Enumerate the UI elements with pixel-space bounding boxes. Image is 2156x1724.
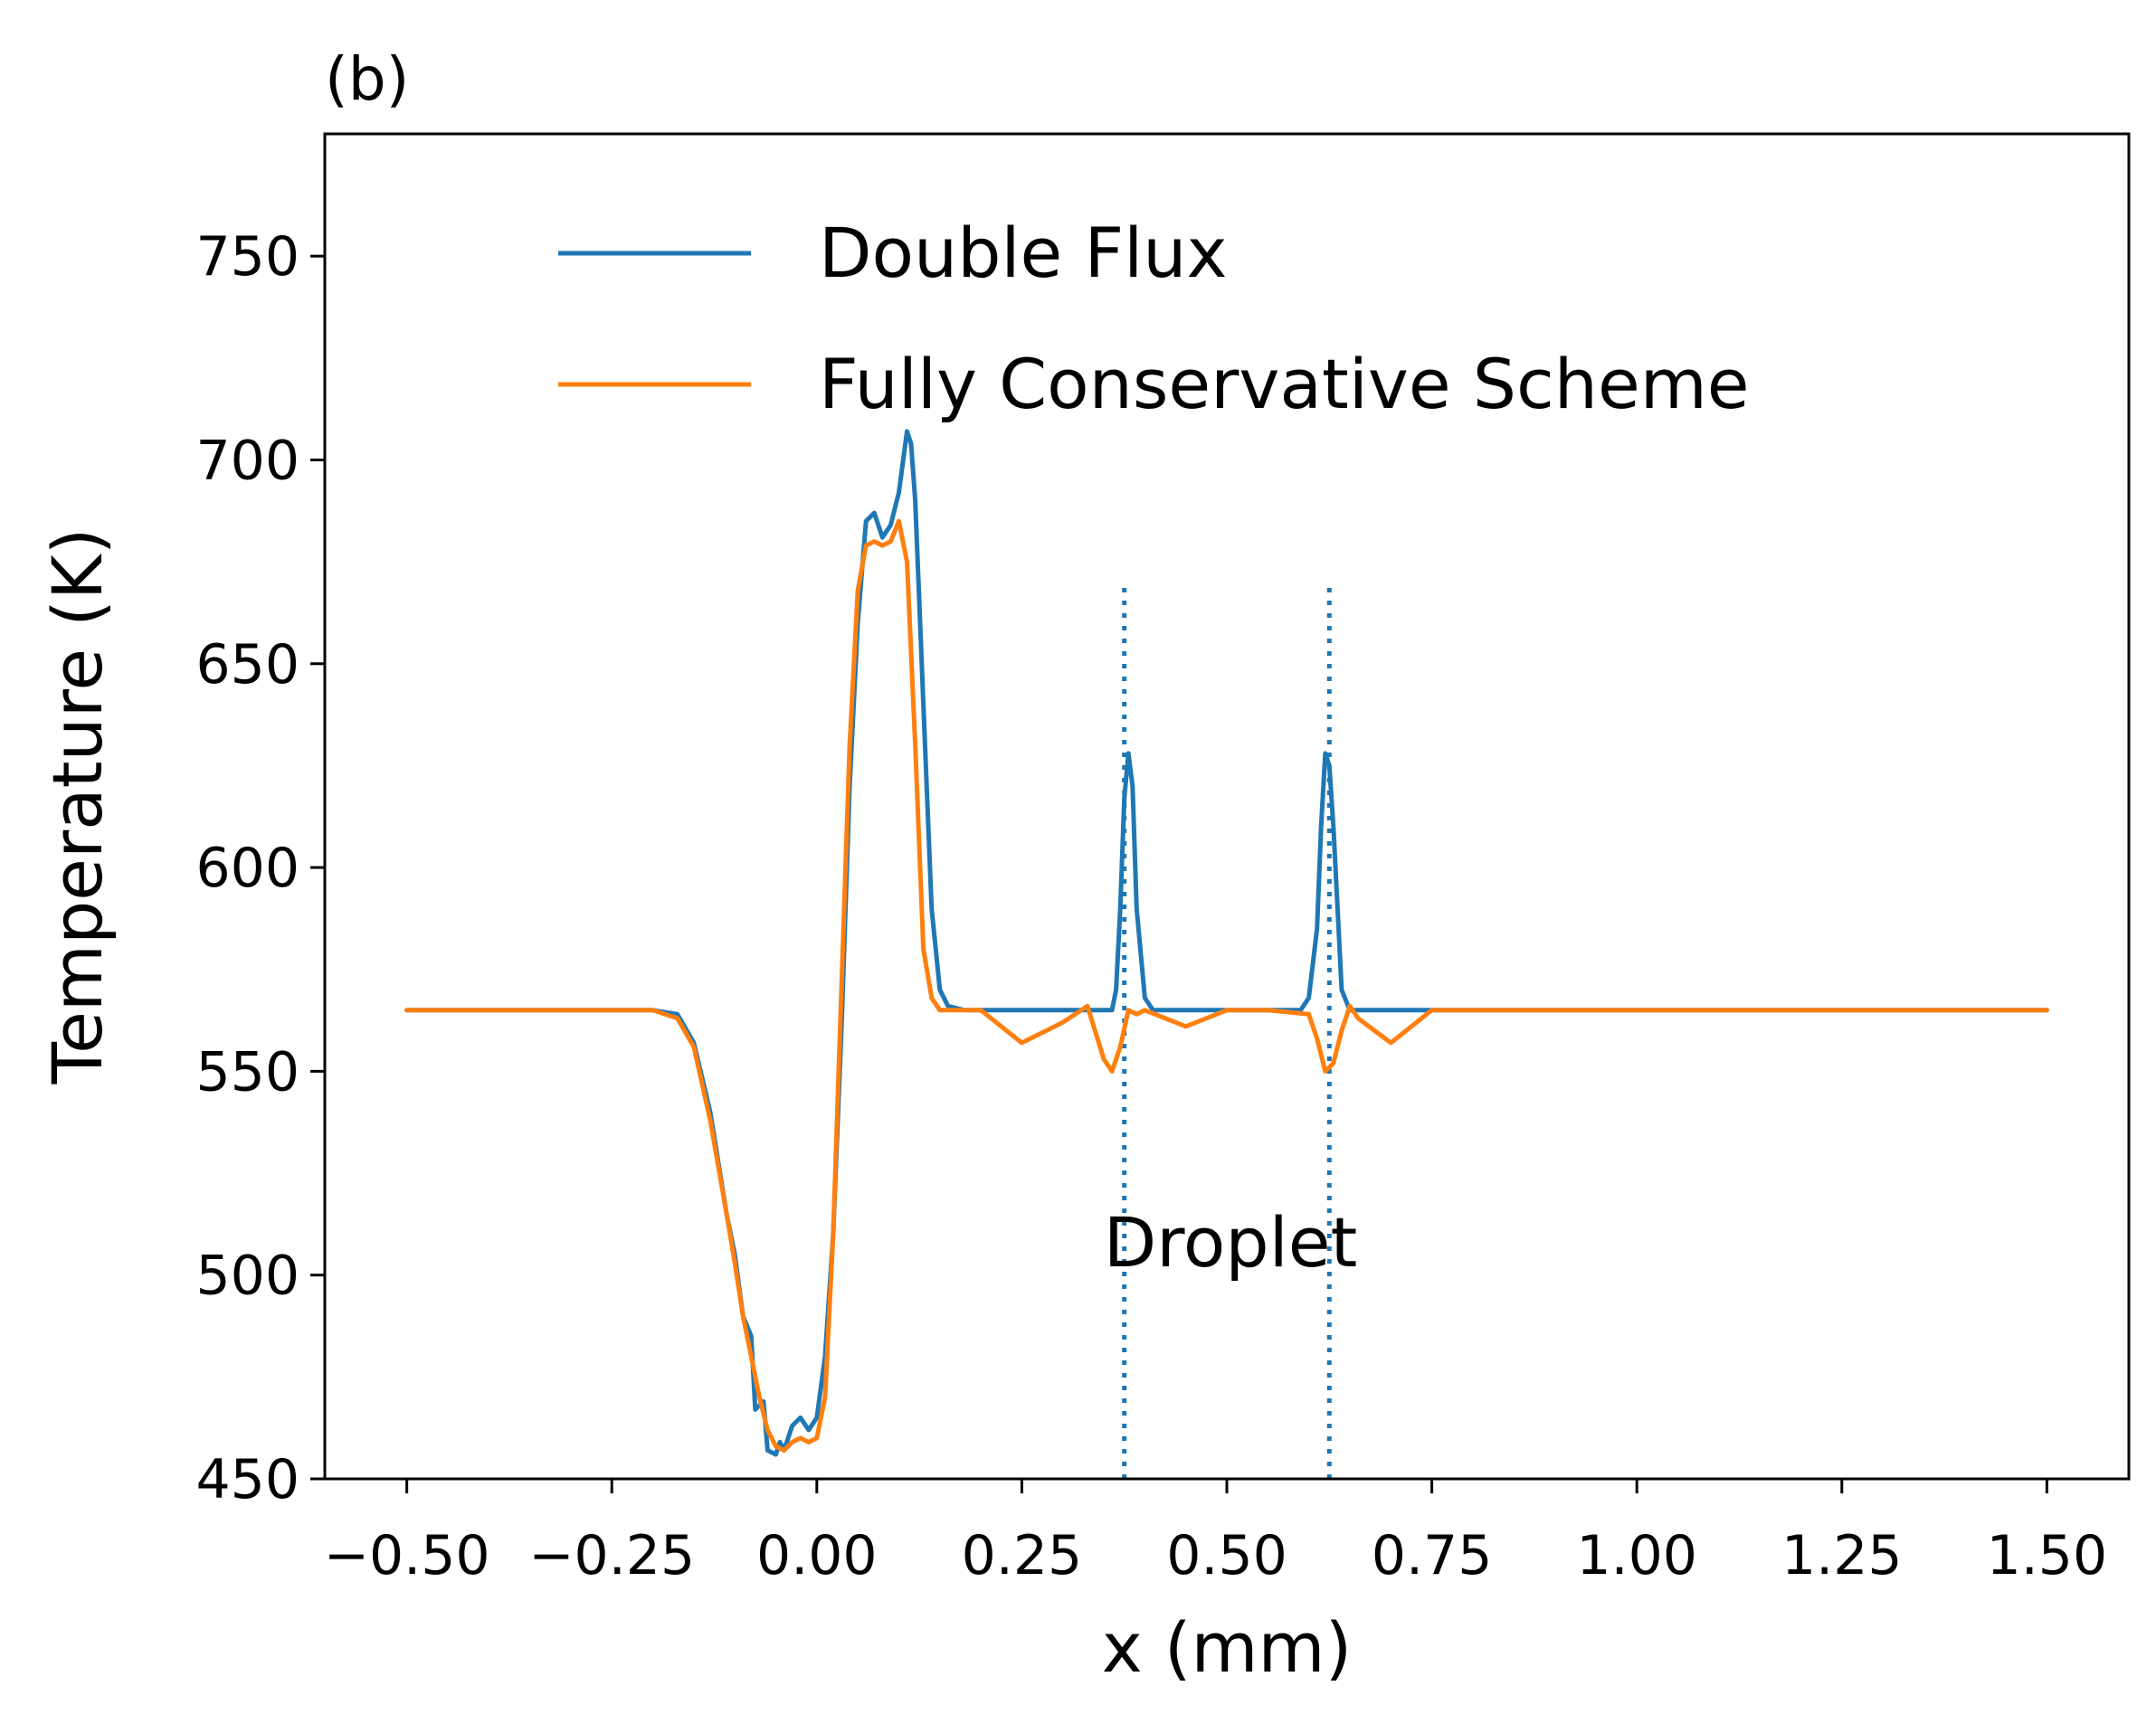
x-tick-label: 0.50 bbox=[1166, 1524, 1287, 1587]
legend: Double Flux Fully Conservative Scheme bbox=[558, 213, 1750, 424]
y-tick-label: 450 bbox=[195, 1448, 299, 1511]
x-axis-ticks: −0.50 −0.25 0.00 0.25 0.50 0.75 1.00 1.25 1.50 bbox=[324, 1479, 2107, 1587]
droplet-annotation: Droplet bbox=[1104, 1202, 1358, 1283]
chart-title: (b) bbox=[325, 44, 409, 114]
x-tick-label: 1.50 bbox=[1987, 1524, 2108, 1587]
x-axis-label: x (mm) bbox=[1102, 1607, 1353, 1688]
y-tick-label: 500 bbox=[195, 1245, 299, 1308]
x-tick-label: 1.25 bbox=[1781, 1524, 1903, 1587]
y-tick-label: 650 bbox=[195, 633, 299, 696]
y-tick-label: 600 bbox=[195, 837, 299, 900]
y-tick-label: 550 bbox=[195, 1040, 299, 1104]
y-tick-label: 700 bbox=[195, 429, 299, 492]
series-line-fully-conservative-scheme bbox=[404, 518, 2049, 1453]
y-tick-label: 750 bbox=[195, 225, 299, 289]
y-axis-label: Temperature (K) bbox=[37, 528, 118, 1085]
series-line-double-flux bbox=[404, 429, 2049, 1457]
legend-label: Double Flux bbox=[819, 213, 1227, 293]
x-tick-label: −0.50 bbox=[324, 1524, 490, 1587]
x-tick-label: 0.75 bbox=[1372, 1524, 1493, 1587]
legend-label: Fully Conservative Scheme bbox=[819, 344, 1750, 424]
x-tick-label: 1.00 bbox=[1576, 1524, 1697, 1587]
plot-area bbox=[404, 429, 2049, 1479]
y-axis-ticks: 450 500 550 600 650 700 750 bbox=[195, 225, 325, 1511]
x-tick-label: −0.25 bbox=[528, 1524, 695, 1587]
x-tick-label: 0.00 bbox=[756, 1524, 878, 1587]
x-tick-label: 0.25 bbox=[962, 1524, 1083, 1587]
